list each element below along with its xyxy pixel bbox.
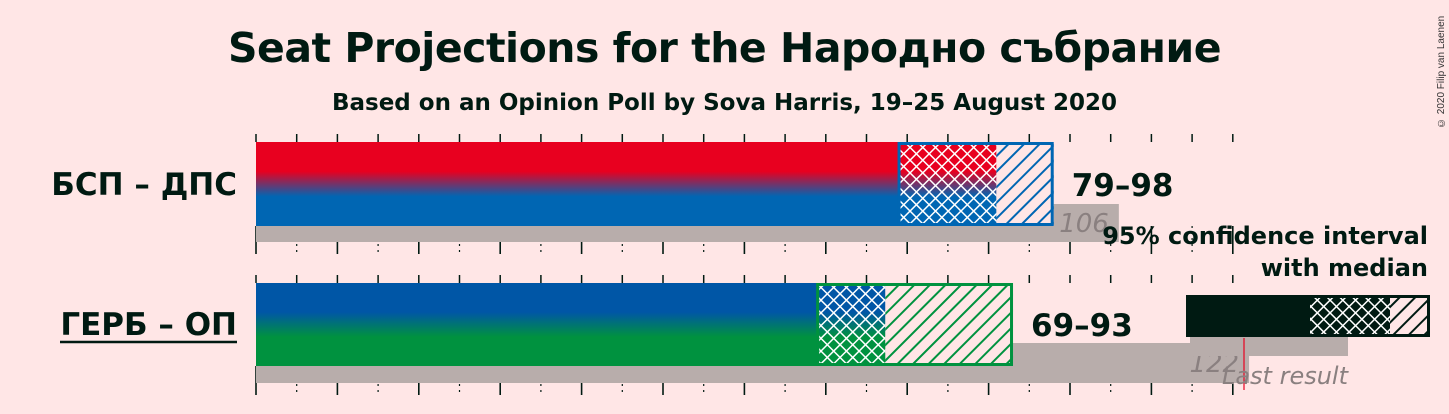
ci-lower-hatch <box>899 142 997 226</box>
ci-upper-hatch <box>996 142 1054 226</box>
legend-solid <box>1186 295 1310 337</box>
chart-title: Seat Projections for the Народно събрани… <box>227 24 1222 72</box>
party-label: БСП – ДПС <box>51 167 237 203</box>
legend-last-result-label: Last result <box>1222 362 1350 390</box>
chart-subtitle: Based on an Opinion Poll by Sova Harris,… <box>331 90 1118 116</box>
party-label: ГЕРБ – ОП <box>60 307 237 343</box>
median-bar <box>256 142 900 226</box>
ci-upper-hatch <box>885 283 1014 366</box>
ci-outline <box>897 142 1054 226</box>
ci-outline <box>816 283 1014 366</box>
range-label: 79–98 <box>1072 168 1174 204</box>
legend-last-result-bar <box>1190 334 1348 356</box>
legend-diag-hatch <box>1390 295 1430 337</box>
legend-title-line2: with median <box>1261 254 1428 282</box>
legend-title-line1: 95% confidence interval <box>1102 222 1428 250</box>
ci-lower-hatch <box>817 283 886 366</box>
legend-cross-hatch <box>1310 295 1390 337</box>
last-result-label: 106 <box>1059 209 1109 239</box>
legend-outline <box>1186 295 1430 337</box>
range-label: 69–93 <box>1031 308 1133 344</box>
median-bar <box>256 283 818 366</box>
